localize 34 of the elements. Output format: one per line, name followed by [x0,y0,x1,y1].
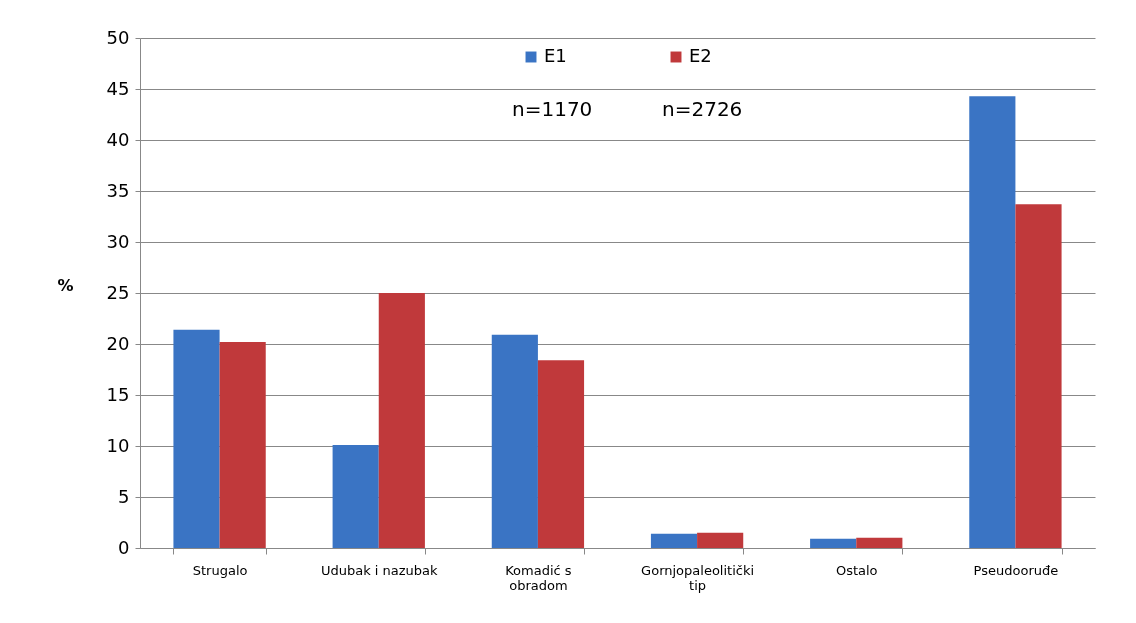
x-tick-label: Udubak i nazubak [320,562,439,578]
legend-label: E2 [689,45,712,66]
y-tick-label: 10 [106,434,130,456]
y-tick-label: 45 [106,77,130,99]
x-tick-label: Gornjopaleolitički tip [641,562,755,593]
bar [697,532,744,548]
bar [491,334,538,548]
bar [332,444,379,548]
bar [378,293,425,548]
y-axis-title: % [57,275,74,295]
y-tick-label: 35 [106,179,130,201]
bar [810,538,857,548]
annotation: n=1170 [512,97,593,121]
x-tick-label: Komadić s obradom [505,562,572,593]
legend-label: E1 [544,45,567,66]
annotation: n=2726 [662,97,743,121]
bar [969,96,1016,548]
y-tick-label: 30 [106,230,130,252]
y-tick-label: 5 [118,485,130,507]
y-tick-label: 0 [118,536,130,558]
y-tick-label: 40 [106,128,130,150]
x-tick-label: Ostalo [835,562,878,578]
y-tick-label: 50 [106,26,130,48]
bar [173,329,220,548]
bar [537,360,585,548]
y-tick-label: 25 [106,281,130,303]
bar [219,341,266,548]
y-tick-label: 15 [106,383,130,405]
x-tick-label: Pseudooruđe [973,562,1059,578]
bar [650,533,698,548]
bar [856,537,903,548]
bar [1015,204,1062,548]
y-tick-label: 20 [106,332,130,354]
x-tick-label: Strugalo [192,562,248,578]
